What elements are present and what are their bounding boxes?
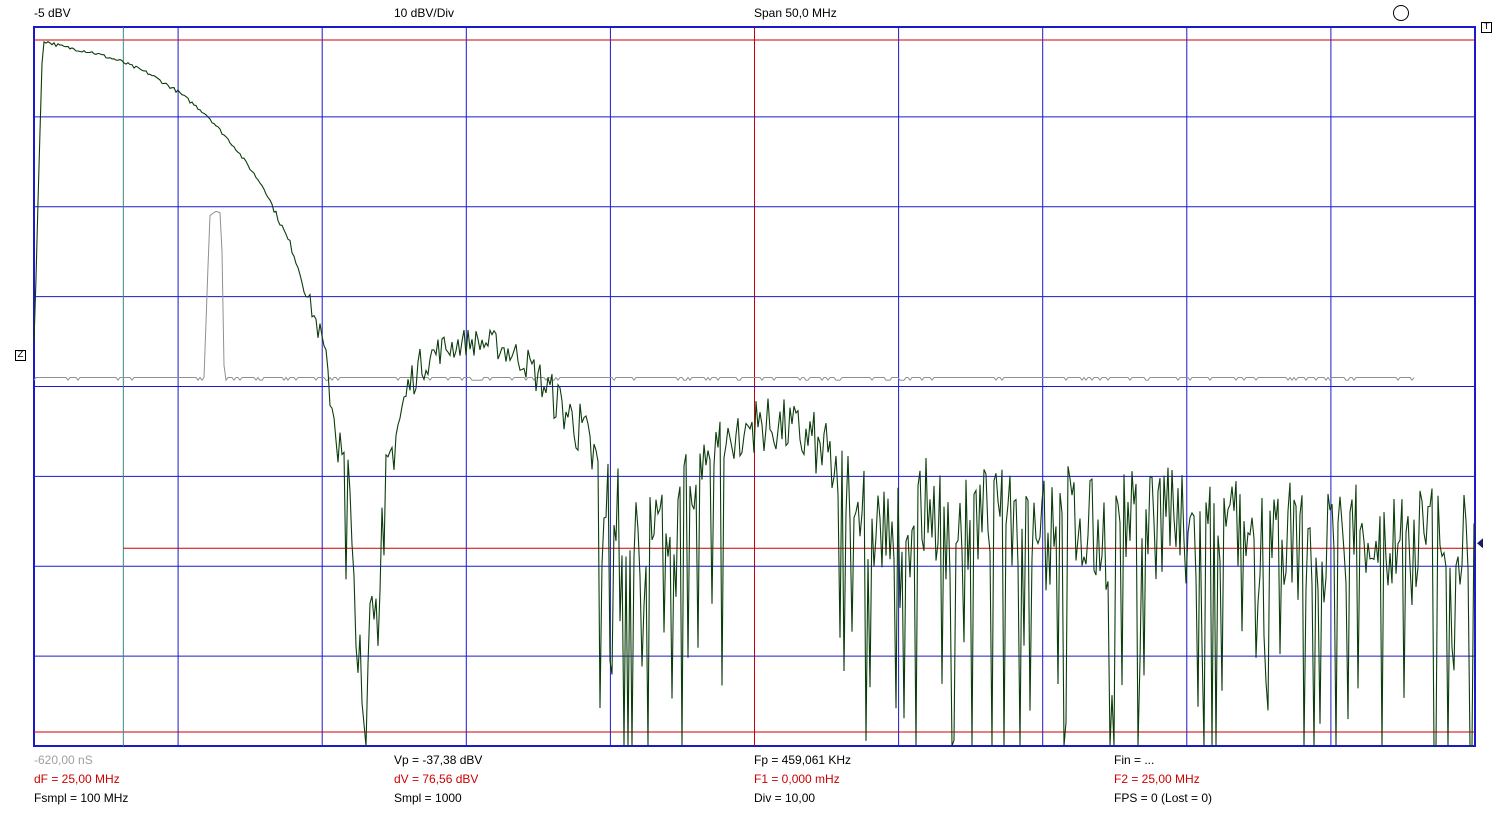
cursor-lines [34,27,1475,746]
plot-grid [33,26,1476,747]
div-readout: Div = 10,00 [754,791,816,805]
f1-readout: F1 = 0,000 mHz [754,772,840,786]
span-label: Span 50,0 MHz [754,6,837,20]
scale-label: 10 dBV/Div [394,6,455,20]
df-readout: dF = 25,00 MHz [34,772,120,786]
ref-level-label: -5 dBV [34,6,71,20]
smpl-readout: Smpl = 1000 [394,791,462,805]
fsmpl-readout: Fsmpl = 100 MHz [34,791,129,805]
traces [33,40,1483,747]
level-marker-icon [1477,538,1483,549]
fp-readout: Fp = 459,061 KHz [754,753,852,767]
f2-readout: F2 = 25,00 MHz [1114,772,1200,786]
vp-readout: Vp = -37,38 dBV [394,753,483,767]
time-offset-readout: -620,00 nS [34,753,93,767]
dv-readout: dV = 76,56 dBV [394,772,479,786]
trigger-marker-icon[interactable]: T [1481,22,1492,33]
fps-readout: FPS = 0 (Lost = 0) [1114,791,1213,805]
spectrum-trace [33,40,1475,747]
zero-marker-icon[interactable]: Z [15,350,26,361]
waveform-trace [33,210,1415,382]
circle-icon[interactable] [1393,5,1409,21]
fin-readout: Fin = ... [1114,753,1155,767]
